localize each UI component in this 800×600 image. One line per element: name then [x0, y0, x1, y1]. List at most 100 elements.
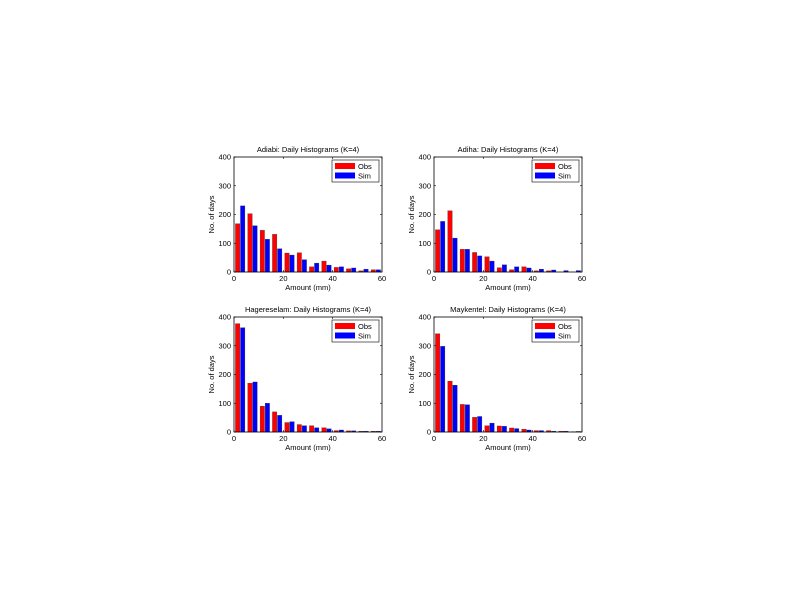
bar-obs: [496, 267, 502, 273]
y-axis-label: No. of days: [407, 355, 416, 393]
legend-label-obs: Obs: [358, 322, 372, 331]
bar-sim: [501, 264, 507, 273]
legend-label-obs: Obs: [558, 322, 572, 331]
bar-sim: [301, 425, 307, 433]
bar-obs: [346, 268, 352, 273]
bar-sim: [452, 384, 458, 433]
legend-label-sim: Sim: [558, 332, 571, 341]
bar-sim: [240, 205, 246, 273]
bar-obs: [309, 266, 315, 273]
x-axis-label: Amount (mm): [485, 443, 531, 452]
bar-sim: [264, 403, 270, 433]
bar-sim: [514, 266, 520, 273]
x-tick-label: 60: [378, 434, 386, 443]
bar-sim: [264, 239, 270, 273]
bar-obs: [484, 256, 490, 273]
bar-sim: [252, 225, 258, 273]
bar-sim: [464, 404, 470, 433]
bar-obs: [484, 425, 490, 433]
legend-label-sim: Sim: [358, 172, 371, 181]
y-tick-label: 200: [418, 370, 431, 379]
x-axis-label: Amount (mm): [485, 283, 531, 292]
y-tick-label: 0: [427, 268, 431, 277]
y-axis-label: No. of days: [207, 355, 216, 393]
bar-sim: [252, 381, 258, 433]
bar-obs: [435, 333, 441, 433]
legend-swatch-obs: [335, 323, 355, 329]
y-tick-label: 100: [218, 399, 231, 408]
bar-sim: [240, 327, 246, 433]
y-tick-label: 200: [218, 370, 231, 379]
bar-sim: [277, 248, 283, 273]
x-axis-label: Amount (mm): [285, 443, 331, 452]
x-tick-label: 20: [279, 434, 287, 443]
bar-sim: [289, 254, 295, 273]
bar-obs: [284, 422, 290, 433]
x-tick-label: 20: [479, 274, 487, 283]
subplot-0: 0 20 40 60 0 100 200 300 400 Adiabi: Daily Histog…: [207, 145, 386, 292]
y-tick-label: 100: [418, 239, 431, 248]
x-tick-label: 60: [578, 434, 586, 443]
y-tick-label: 0: [427, 428, 431, 437]
bar-obs: [235, 323, 241, 433]
bar-obs: [509, 427, 515, 433]
bar-obs: [272, 411, 278, 433]
bar-obs: [472, 252, 478, 273]
bar-obs: [309, 425, 315, 433]
bar-sim: [514, 428, 520, 433]
x-axis-label: Amount (mm): [285, 283, 331, 292]
bar-sim: [440, 221, 446, 273]
subplot-2: 0 20 40 60 0 100 200 300 400 Hagereselam: Daily H…: [207, 305, 386, 452]
legend-swatch-sim: [335, 172, 355, 179]
x-tick-label: 0: [432, 434, 436, 443]
x-tick-label: 20: [479, 434, 487, 443]
y-tick-label: 400: [218, 313, 231, 322]
bar-sim: [477, 416, 483, 433]
bar-sim: [538, 268, 544, 273]
y-tick-label: 300: [218, 341, 231, 350]
bar-sim: [289, 421, 295, 433]
bar-obs: [333, 267, 339, 273]
x-tick-label: 0: [232, 274, 236, 283]
bar-obs: [447, 210, 453, 273]
bar-obs: [447, 380, 453, 433]
y-axis-label: No. of days: [207, 195, 216, 233]
bar-obs: [321, 427, 327, 433]
bar-obs: [472, 417, 478, 433]
bar-obs: [259, 230, 265, 273]
bar-sim: [326, 264, 332, 273]
bar-sim: [489, 260, 495, 273]
subplot-3: 0 20 40 60 0 100 200 300 400 Maykentel: Daily His…: [407, 305, 586, 452]
y-tick-label: 300: [418, 341, 431, 350]
y-tick-label: 100: [218, 239, 231, 248]
bar-sim: [452, 237, 458, 273]
subplot-1: 0 20 40 60 0 100 200 300 400 Adiha: Daily Histogr…: [407, 145, 586, 292]
bar-obs: [459, 404, 465, 433]
legend-label-obs: Obs: [558, 162, 572, 171]
chart-title: Adiabi: Daily Histograms (K=4): [257, 145, 360, 154]
x-tick-label: 60: [378, 274, 386, 283]
legend-swatch-sim: [535, 332, 555, 339]
bar-obs: [521, 428, 527, 433]
legend-swatch-obs: [335, 163, 355, 169]
bar-obs: [296, 424, 302, 433]
y-tick-label: 300: [218, 181, 231, 190]
bar-obs: [247, 213, 253, 273]
legend-label-sim: Sim: [558, 172, 571, 181]
bar-obs: [284, 252, 290, 273]
bar-obs: [496, 425, 502, 433]
x-tick-label: 40: [528, 434, 536, 443]
bar-obs: [259, 405, 265, 433]
x-tick-label: 40: [528, 274, 536, 283]
bar-obs: [321, 260, 327, 273]
x-tick-label: 40: [328, 274, 336, 283]
y-tick-label: 200: [218, 210, 231, 219]
y-tick-label: 0: [227, 428, 231, 437]
bar-obs: [459, 249, 465, 273]
bar-obs: [235, 223, 241, 273]
bar-sim: [314, 262, 320, 273]
legend-swatch-obs: [535, 163, 555, 169]
bar-sim: [440, 346, 446, 433]
bar-sim: [526, 267, 532, 273]
legend-label-obs: Obs: [358, 162, 372, 171]
